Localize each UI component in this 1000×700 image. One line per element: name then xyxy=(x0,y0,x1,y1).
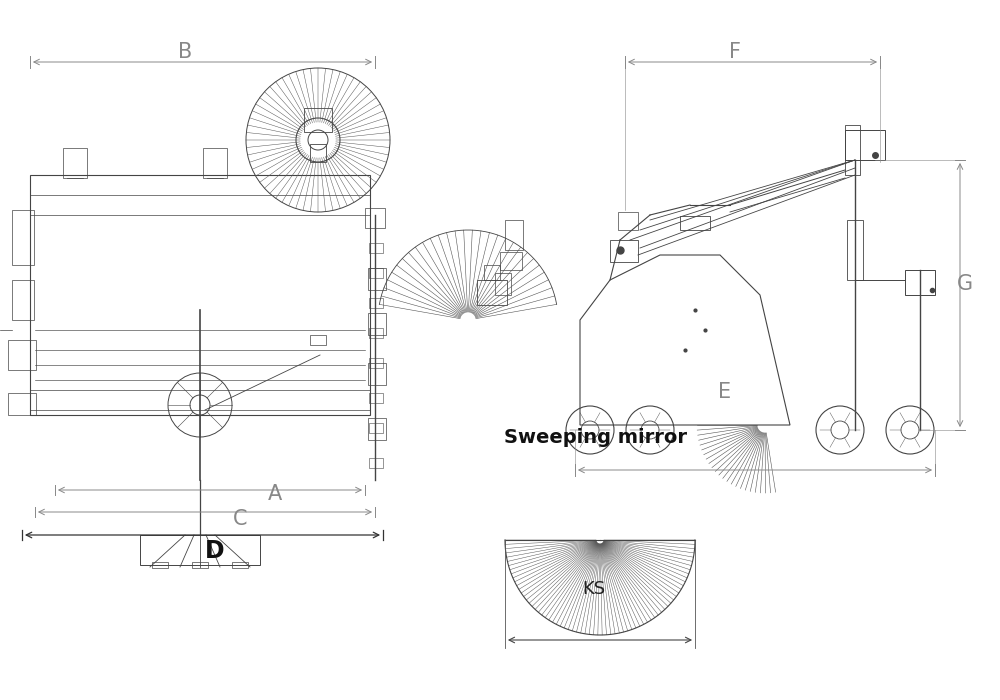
Bar xyxy=(30,175,370,415)
Bar xyxy=(484,265,500,280)
Text: E: E xyxy=(718,382,732,402)
Bar xyxy=(610,240,638,262)
Bar xyxy=(12,210,34,265)
Bar xyxy=(505,220,523,250)
Bar xyxy=(845,125,860,175)
Bar xyxy=(369,423,383,433)
Bar xyxy=(680,216,710,230)
Bar xyxy=(847,220,863,280)
Bar xyxy=(152,562,168,568)
Text: A: A xyxy=(268,484,282,503)
Bar xyxy=(369,393,383,403)
Bar xyxy=(369,358,383,368)
Bar xyxy=(30,195,370,215)
Text: C: C xyxy=(233,510,247,529)
Text: B: B xyxy=(178,43,192,62)
Bar xyxy=(304,108,332,132)
Bar xyxy=(12,280,34,320)
Text: D: D xyxy=(205,539,225,563)
Bar xyxy=(310,335,326,345)
Bar xyxy=(369,243,383,253)
Text: KS: KS xyxy=(582,580,606,598)
Bar xyxy=(369,268,383,278)
Bar xyxy=(8,340,36,370)
Bar xyxy=(63,148,87,178)
Bar xyxy=(500,252,522,270)
Bar xyxy=(369,328,383,338)
Bar xyxy=(30,390,370,410)
Bar xyxy=(203,148,227,178)
Text: F: F xyxy=(729,43,741,62)
Bar xyxy=(845,130,885,160)
Bar xyxy=(310,144,326,162)
Bar xyxy=(232,562,248,568)
Bar xyxy=(369,298,383,308)
Text: G: G xyxy=(957,274,973,293)
Bar xyxy=(477,280,507,305)
Bar xyxy=(368,268,386,290)
Bar xyxy=(140,535,260,565)
Bar xyxy=(368,418,386,440)
Bar xyxy=(618,212,638,230)
Bar xyxy=(365,208,385,228)
Bar xyxy=(368,363,386,385)
Bar xyxy=(905,270,935,295)
Bar xyxy=(369,458,383,468)
Bar xyxy=(495,273,511,295)
Bar xyxy=(8,393,36,415)
Bar xyxy=(368,313,386,335)
Text: Sweeping mirror: Sweeping mirror xyxy=(504,428,686,447)
Bar xyxy=(192,562,208,568)
